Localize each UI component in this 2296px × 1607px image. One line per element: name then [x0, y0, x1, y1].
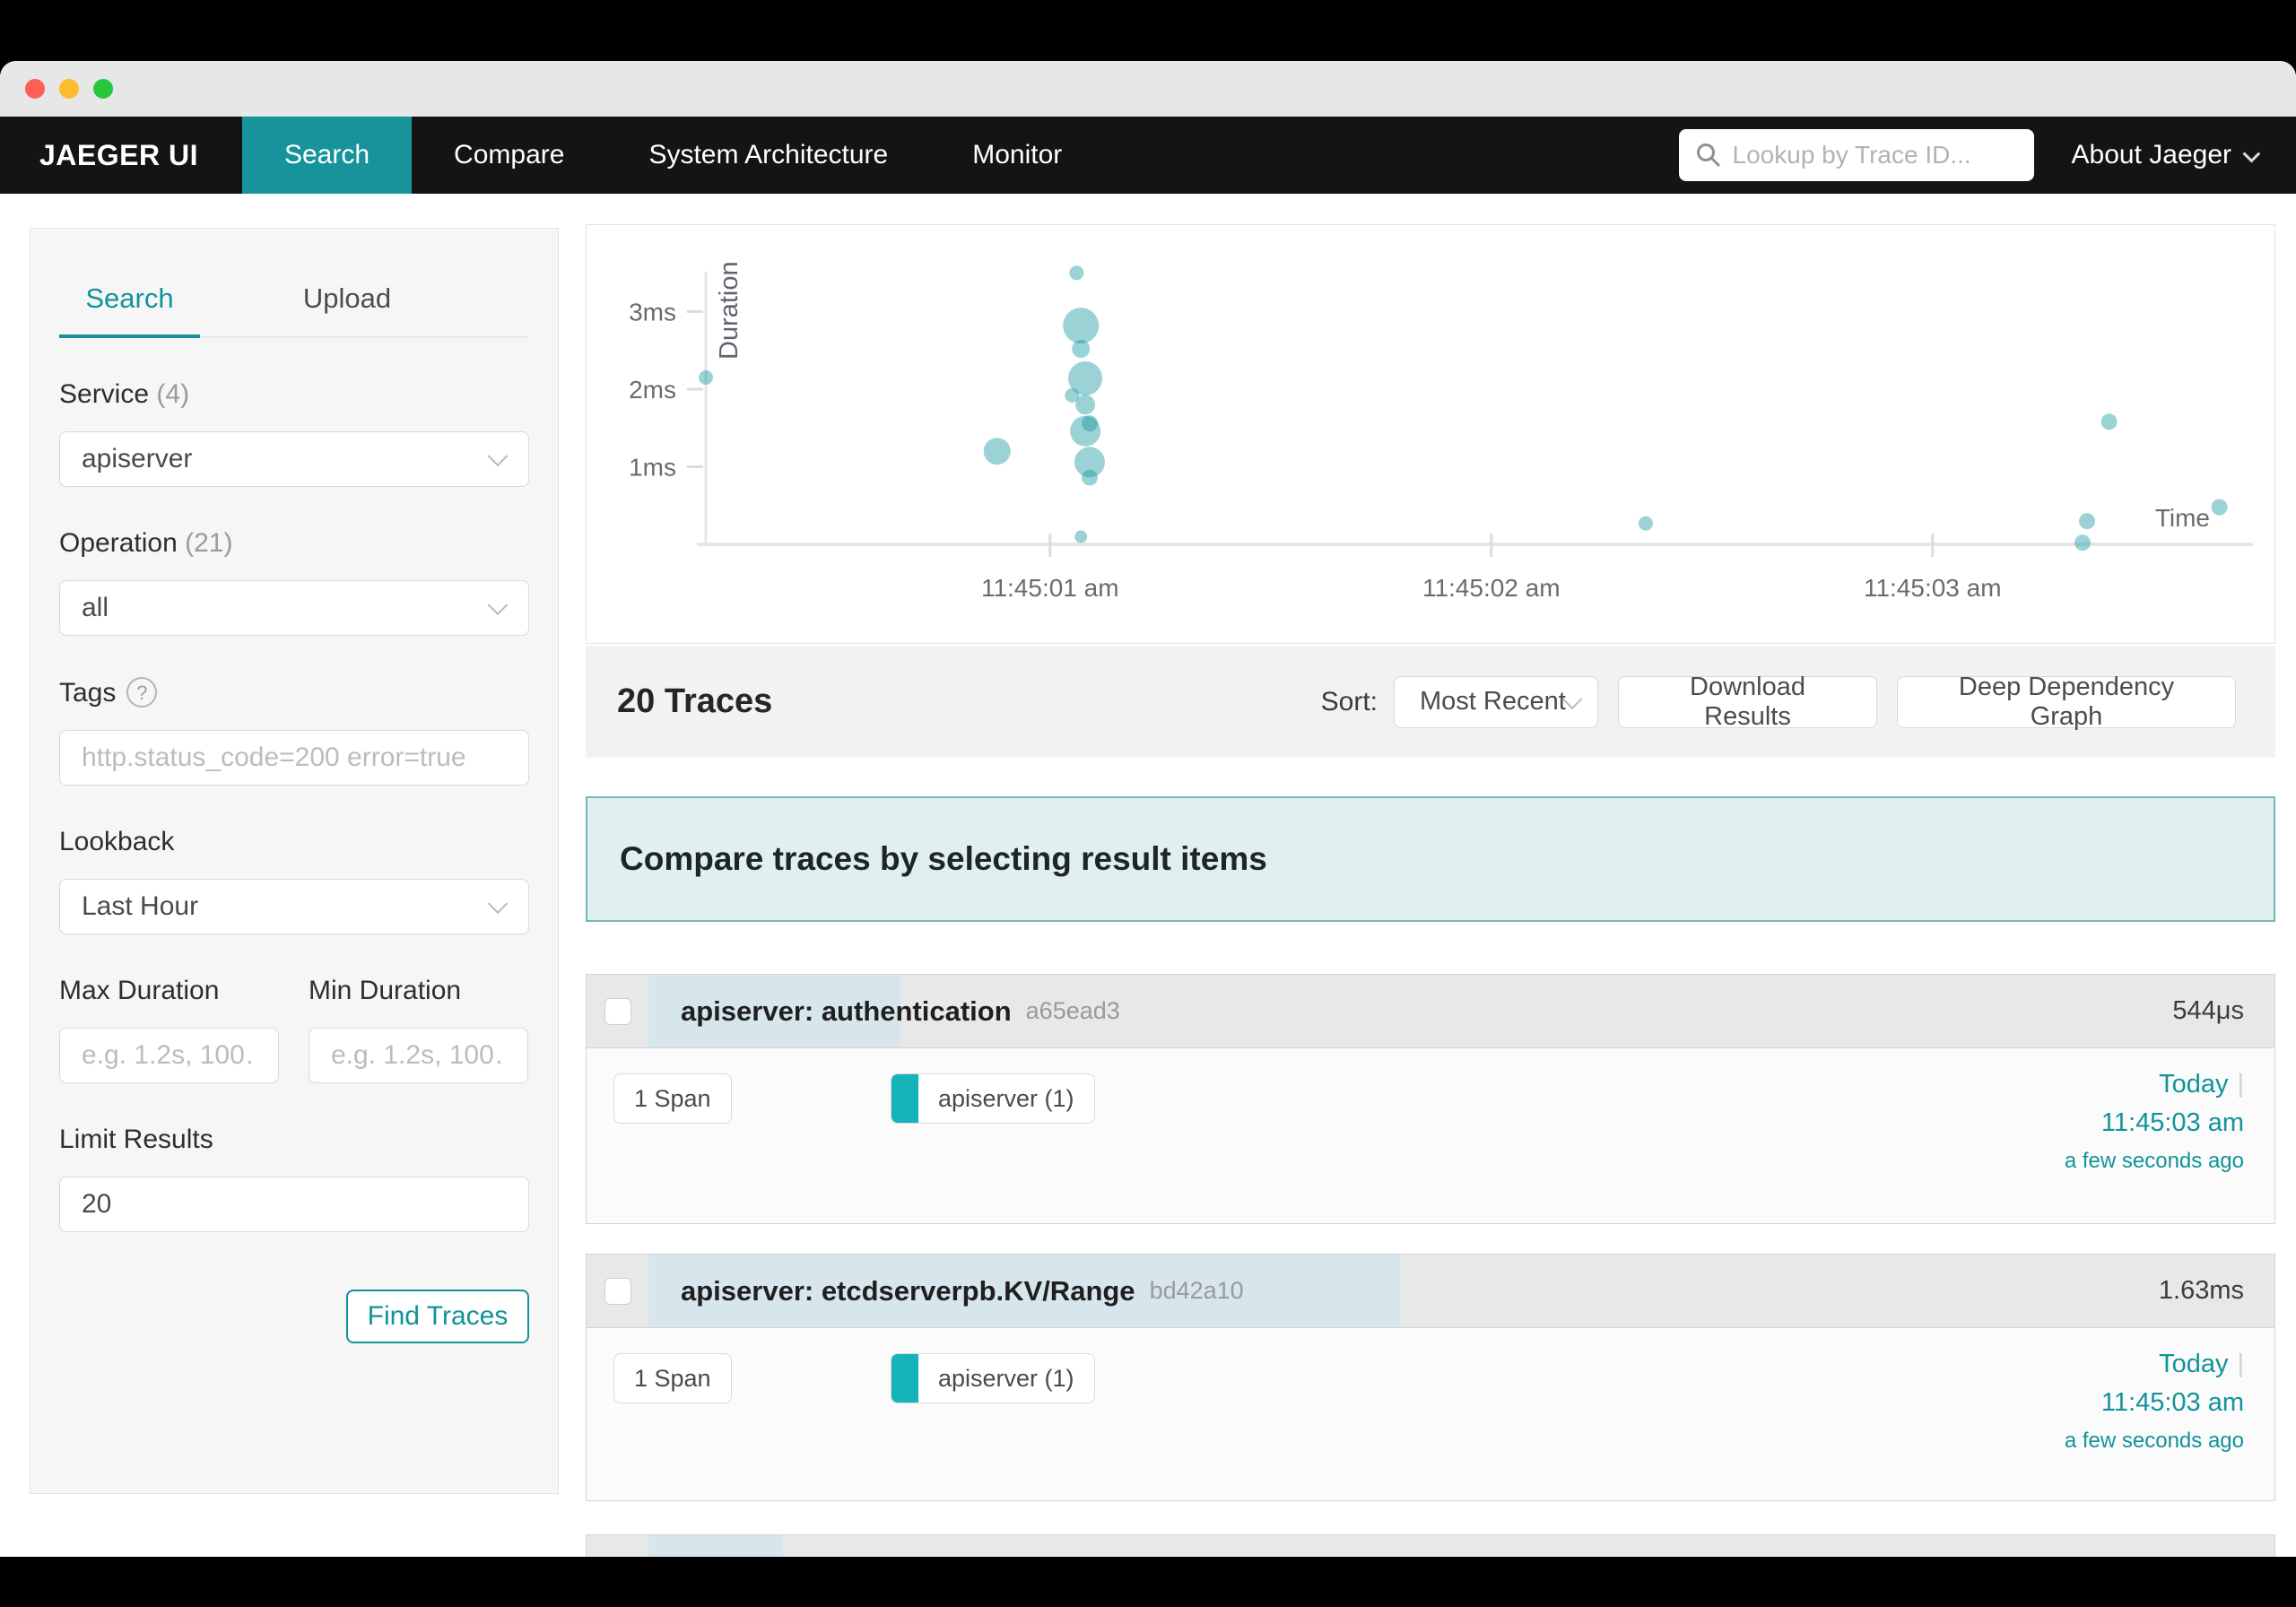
jaeger-navbar: JAEGER UI Search Compare System Architec…: [0, 117, 2296, 194]
sort-select[interactable]: Most Recent: [1394, 675, 1598, 728]
max-duration-label: Max Duration: [59, 976, 220, 1005]
sort-label: Sort:: [1320, 686, 1378, 717]
min-duration-input[interactable]: [331, 1040, 506, 1071]
min-duration-label: Min Duration: [309, 976, 462, 1005]
compare-traces-banner: Compare traces by selecting result items: [586, 796, 2275, 922]
svg-text:Duration: Duration: [715, 261, 744, 360]
tags-label: Tags?: [59, 677, 529, 708]
chevron-down-icon: [487, 446, 509, 467]
find-traces-button[interactable]: Find Traces: [346, 1290, 529, 1343]
window-minimize-button[interactable]: [59, 79, 79, 99]
trace-id-lookup[interactable]: [1678, 129, 2034, 181]
service-pill: apiserver (1): [891, 1073, 1095, 1124]
deep-dependency-graph-button[interactable]: Deep Dependency Graph: [1897, 673, 2236, 731]
svg-text:Time: Time: [2155, 504, 2210, 532]
trace-card-body: 1 Span apiserver (1) Today | 11:45:03 am …: [587, 1328, 2274, 1500]
duration-bar: [648, 1255, 1400, 1327]
search-results-main: 1ms 2ms 3ms 11:45:01 am 11:45:02 am 11:45:03 …: [586, 224, 2275, 1557]
trace-scatter-chart[interactable]: 1ms 2ms 3ms 11:45:01 am 11:45:02 am 11:45:03 …: [586, 224, 2275, 644]
about-jaeger-menu[interactable]: About Jaeger: [2072, 140, 2261, 170]
svg-text:2ms: 2ms: [629, 376, 676, 404]
search-icon: [1696, 143, 1720, 168]
trace-card-body: 1 Span apiserver (1) Today | 11:45:03 am …: [587, 1048, 2274, 1223]
app-window: JAEGER UI Search Compare System Architec…: [0, 61, 2296, 1557]
trace-duration: 544μs: [2172, 996, 2244, 1025]
banner-text: Compare traces by selecting result items: [620, 840, 1267, 877]
trace-id: bd42a10: [1149, 1277, 1244, 1304]
chevron-down-icon: [2242, 144, 2261, 163]
trace-result-card-partial: [586, 1534, 2275, 1557]
service-label: Service (4): [59, 379, 190, 409]
duration-bar: [648, 975, 900, 1047]
trace-time-link[interactable]: 11:45:03 am: [2100, 1388, 2244, 1417]
limit-results-label: Limit Results: [59, 1125, 213, 1154]
trace-id: a65ead3: [1025, 997, 1120, 1024]
trace-id-lookup-input[interactable]: [1732, 141, 2018, 169]
sidebar-tabs: Search Upload: [59, 282, 529, 338]
trace-select-checkbox[interactable]: [604, 997, 631, 1025]
operation-label: Operation (21): [59, 528, 233, 558]
trace-time-link[interactable]: 11:45:03 am: [2100, 1108, 2244, 1137]
app-logo: JAEGER UI: [39, 138, 198, 171]
nav-tab-system-architecture[interactable]: System Architecture: [648, 140, 889, 169]
macos-titlebar: [0, 61, 2296, 117]
trace-select-checkbox[interactable]: [604, 1277, 631, 1305]
service-select[interactable]: apiserver: [59, 431, 529, 487]
search-sidebar: Search Upload Service (4) apiserver Oper…: [30, 228, 559, 1494]
page-content: Search Upload Service (4) apiserver Oper…: [0, 194, 2296, 1557]
span-count-pill: 1 Span: [613, 1073, 732, 1124]
svg-text:1ms: 1ms: [629, 454, 676, 482]
tab-search[interactable]: Search: [59, 282, 200, 338]
trace-count: 20 Traces: [617, 682, 773, 720]
operation-select[interactable]: all: [59, 580, 529, 636]
tab-upload[interactable]: Upload: [302, 282, 392, 314]
lookback-label: Lookback: [59, 827, 175, 856]
service-color-block: [891, 1074, 918, 1123]
trace-card-header[interactable]: [587, 1535, 2274, 1557]
trace-title[interactable]: apiserver: etcdserverpb.KV/Range: [681, 1274, 1135, 1307]
trace-relative-time: a few seconds ago: [2064, 1429, 2244, 1453]
max-duration-field: [59, 1028, 279, 1083]
results-header: 20 Traces Sort: Most Recent Download Res…: [586, 646, 2275, 758]
nav-tab-monitor[interactable]: Monitor: [972, 140, 1063, 169]
download-results-button[interactable]: Download Results: [1618, 673, 1877, 731]
max-duration-input[interactable]: [82, 1040, 257, 1071]
span-count-pill: 1 Span: [613, 1353, 732, 1403]
lookback-select[interactable]: Last Hour: [59, 879, 529, 934]
trace-card-header[interactable]: apiserver: etcdserverpb.KV/Range bd42a10…: [587, 1255, 2274, 1328]
trace-date-link[interactable]: Today |: [2159, 1070, 2244, 1099]
trace-title[interactable]: apiserver: authentication: [681, 995, 1012, 1027]
trace-relative-time: a few seconds ago: [2064, 1149, 2244, 1173]
trace-date-link[interactable]: Today |: [2159, 1350, 2244, 1378]
nav-tab-search[interactable]: Search: [241, 117, 413, 194]
trace-duration: 1.63ms: [2158, 1276, 2244, 1305]
chevron-down-icon: [487, 595, 509, 616]
window-close-button[interactable]: [25, 79, 45, 99]
help-icon[interactable]: ?: [126, 677, 158, 708]
service-color-block: [891, 1354, 918, 1403]
min-duration-field: [309, 1028, 528, 1083]
tags-input[interactable]: [82, 743, 507, 773]
service-pill: apiserver (1): [891, 1353, 1095, 1403]
duration-bar: [648, 1535, 784, 1557]
tags-field: [59, 730, 529, 786]
limit-results-input[interactable]: [82, 1189, 507, 1220]
svg-text:11:45:01 am: 11:45:01 am: [981, 574, 1119, 602]
svg-text:3ms: 3ms: [629, 299, 676, 326]
trace-result-card: apiserver: etcdserverpb.KV/Range bd42a10…: [586, 1254, 2275, 1501]
scatter-plot-canvas[interactable]: 1ms 2ms 3ms 11:45:01 am 11:45:02 am 11:45:03 …: [587, 225, 2274, 643]
chevron-down-icon: [487, 893, 509, 915]
window-zoom-button[interactable]: [93, 79, 113, 99]
trace-result-card: apiserver: authentication a65ead3 544μs …: [586, 974, 2275, 1224]
trace-card-header[interactable]: apiserver: authentication a65ead3 544μs: [587, 975, 2274, 1048]
svg-text:11:45:03 am: 11:45:03 am: [1864, 574, 2002, 602]
nav-tab-compare[interactable]: Compare: [454, 140, 565, 169]
svg-text:11:45:02 am: 11:45:02 am: [1422, 574, 1561, 602]
limit-results-field: [59, 1177, 529, 1232]
